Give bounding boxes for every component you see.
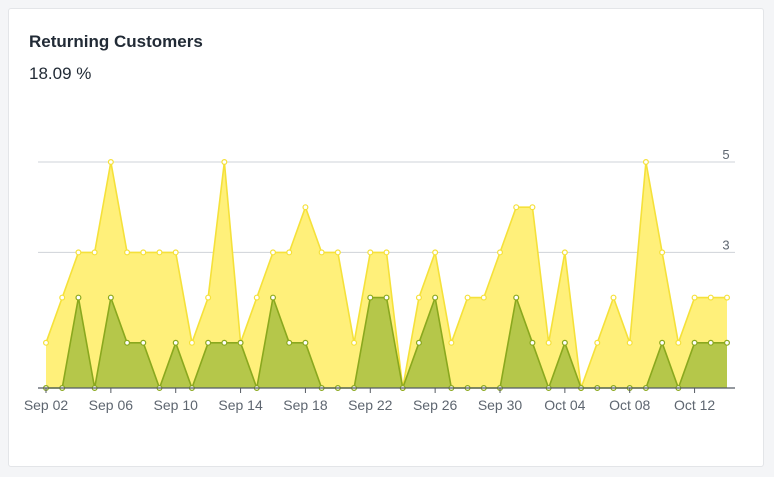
- returning-customers-card: Returning Customers 18.09 %: [8, 8, 764, 467]
- y-tick-label: 3: [722, 237, 729, 252]
- data-point-total[interactable]: [561, 249, 568, 256]
- data-point-returning[interactable]: [270, 294, 277, 301]
- data-point-total[interactable]: [351, 339, 358, 346]
- data-point-total[interactable]: [270, 249, 277, 256]
- data-point-returning[interactable]: [707, 339, 714, 346]
- data-point-total[interactable]: [367, 249, 374, 256]
- data-point-total[interactable]: [659, 249, 666, 256]
- data-point-returning[interactable]: [529, 339, 536, 346]
- metric-value: 18.09 %: [29, 64, 92, 83]
- data-point-total[interactable]: [172, 249, 179, 256]
- data-point-total[interactable]: [188, 339, 195, 346]
- data-point-returning[interactable]: [691, 339, 698, 346]
- data-point-total[interactable]: [594, 339, 601, 346]
- data-point-returning[interactable]: [513, 294, 520, 301]
- data-point-total[interactable]: [691, 294, 698, 301]
- data-point-returning[interactable]: [286, 339, 293, 346]
- data-point-total[interactable]: [91, 249, 98, 256]
- data-point-total[interactable]: [42, 339, 49, 346]
- data-point-returning[interactable]: [205, 339, 212, 346]
- x-tick-label: Oct 12: [674, 397, 715, 413]
- data-point-returning[interactable]: [221, 339, 228, 346]
- data-point-total[interactable]: [383, 249, 390, 256]
- data-point-total[interactable]: [286, 249, 293, 256]
- data-point-total[interactable]: [302, 204, 309, 211]
- data-point-total[interactable]: [497, 249, 504, 256]
- series-area-total: [46, 162, 727, 388]
- data-point-returning[interactable]: [302, 339, 309, 346]
- x-axis: Sep 02 Sep 06 Sep 10 Sep 14 Sep 18 Sep 22 Sep …: [24, 387, 735, 413]
- data-point-total[interactable]: [675, 339, 682, 346]
- data-point-total[interactable]: [59, 294, 66, 301]
- data-point-total[interactable]: [75, 249, 82, 256]
- data-points: [42, 159, 730, 392]
- x-tick-label: Sep 22: [348, 397, 393, 413]
- data-point-returning[interactable]: [723, 339, 730, 346]
- data-point-total[interactable]: [221, 159, 228, 166]
- data-point-total[interactable]: [448, 339, 455, 346]
- data-point-returning[interactable]: [75, 294, 82, 301]
- data-point-returning[interactable]: [107, 294, 114, 301]
- data-point-total[interactable]: [318, 249, 325, 256]
- data-point-returning[interactable]: [659, 339, 666, 346]
- data-point-total[interactable]: [610, 294, 617, 301]
- data-point-returning[interactable]: [561, 339, 568, 346]
- data-point-returning[interactable]: [367, 294, 374, 301]
- data-point-total[interactable]: [415, 294, 422, 301]
- x-tick-label: Sep 06: [89, 397, 134, 413]
- data-point-total[interactable]: [253, 294, 260, 301]
- x-tick-label: Sep 02: [24, 397, 69, 413]
- data-point-returning[interactable]: [140, 339, 147, 346]
- data-point-returning[interactable]: [172, 339, 179, 346]
- x-tick-label: Oct 08: [609, 397, 650, 413]
- x-tick-label: Sep 18: [283, 397, 328, 413]
- data-point-total[interactable]: [642, 159, 649, 166]
- data-point-returning[interactable]: [383, 294, 390, 301]
- y-tick-label: 5: [722, 147, 729, 162]
- x-tick-label: Sep 10: [154, 397, 199, 413]
- data-point-returning[interactable]: [237, 339, 244, 346]
- data-point-total[interactable]: [513, 204, 520, 211]
- data-point-total[interactable]: [156, 249, 163, 256]
- data-point-total[interactable]: [464, 294, 471, 301]
- card-title: Returning Customers: [29, 32, 203, 51]
- data-point-returning[interactable]: [124, 339, 131, 346]
- data-point-total[interactable]: [140, 249, 147, 256]
- data-point-total[interactable]: [707, 294, 714, 301]
- data-point-total[interactable]: [432, 249, 439, 256]
- data-point-returning[interactable]: [415, 339, 422, 346]
- data-point-total[interactable]: [545, 339, 552, 346]
- x-tick-label: Oct 04: [544, 397, 585, 413]
- x-tick-label: Sep 14: [218, 397, 263, 413]
- data-point-total[interactable]: [529, 204, 536, 211]
- x-tick-label: Sep 26: [413, 397, 458, 413]
- data-point-total[interactable]: [723, 294, 730, 301]
- data-point-total[interactable]: [334, 249, 341, 256]
- data-point-total[interactable]: [205, 294, 212, 301]
- data-point-total[interactable]: [107, 159, 114, 166]
- x-tick-label: Sep 30: [478, 397, 523, 413]
- area-series: [45, 161, 727, 389]
- data-point-total[interactable]: [480, 294, 487, 301]
- gridlines: 35: [38, 147, 735, 253]
- data-point-total[interactable]: [626, 339, 633, 346]
- data-point-total[interactable]: [124, 249, 131, 256]
- data-point-returning[interactable]: [432, 294, 439, 301]
